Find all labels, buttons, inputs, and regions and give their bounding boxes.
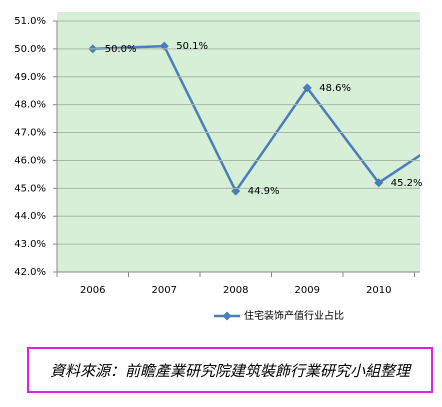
data-label: 50.1% [176, 41, 208, 52]
point-marker [374, 178, 384, 188]
legend-label: 住宅装饰产值行业占比 [244, 309, 344, 322]
data-label: 48.6% [319, 83, 351, 94]
y-tick-label: 50.0% [14, 44, 46, 55]
y-tick-label: 51.0% [14, 16, 46, 27]
data-label: 50.0% [105, 44, 137, 55]
x-tick-label: 2006 [80, 285, 105, 296]
y-tick-label: 47.0% [14, 128, 46, 139]
plot-area [57, 12, 420, 272]
point-marker [159, 41, 169, 51]
x-tick-label: 2007 [152, 285, 177, 296]
x-tick-label: 2009 [295, 285, 320, 296]
chart: 42.0% 43.0% 44.0% 45.0% 46.0% 47.0% 48.0% 49.0%… [14, 12, 423, 322]
y-tick-label: 44.0% [14, 211, 46, 222]
y-tick-label: 49.0% [14, 72, 46, 83]
legend-marker [222, 311, 232, 321]
y-tick-label: 46.0% [14, 155, 46, 166]
y-tick-label: 48.0% [14, 100, 46, 111]
y-tick-label: 45.0% [14, 183, 46, 194]
point-marker [302, 83, 312, 93]
x-tick-label: 2008 [223, 285, 248, 296]
series-line [92, 44, 420, 194]
y-tick-label: 42.0% [14, 267, 46, 278]
y-tick-label: 43.0% [14, 239, 46, 250]
data-label: 44.9% [248, 186, 280, 197]
source-caption: 資料來源：前瞻產業研究院建筑裝飾行業研究小組整理 [27, 347, 433, 393]
point-marker [231, 186, 241, 196]
data-label: 45.2% [391, 178, 423, 189]
x-tick-label: 2010 [366, 285, 391, 296]
